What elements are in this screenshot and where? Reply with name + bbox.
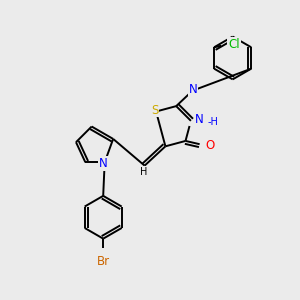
Text: N: N (195, 113, 204, 126)
Text: O: O (206, 139, 215, 152)
Text: Br: Br (97, 255, 110, 268)
Text: H: H (140, 167, 148, 177)
Text: -H: -H (207, 117, 218, 127)
Text: S: S (151, 103, 158, 116)
Text: N: N (99, 157, 108, 170)
Text: Cl: Cl (228, 38, 240, 51)
Text: N: N (189, 83, 197, 96)
